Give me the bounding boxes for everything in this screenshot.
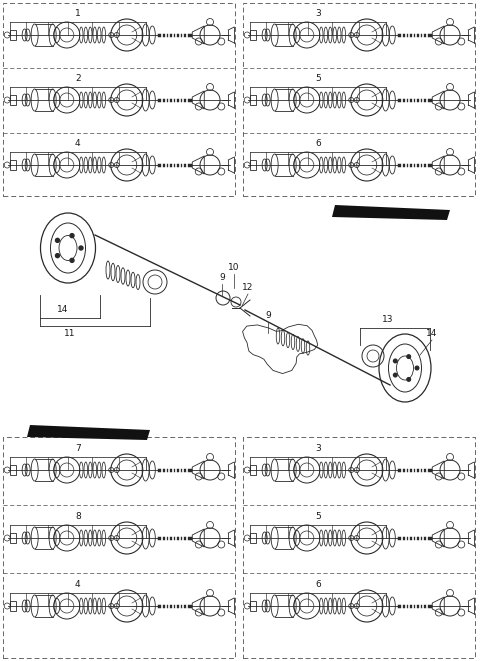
Bar (250, 95, 256, 105)
Bar (10, 533, 16, 543)
Bar (3, 3, 235, 196)
Bar (10, 95, 16, 105)
Circle shape (407, 377, 410, 381)
Circle shape (394, 359, 397, 363)
Circle shape (394, 373, 397, 377)
Text: 7: 7 (75, 444, 81, 453)
Bar (243, 437, 475, 658)
Bar (250, 160, 256, 170)
Circle shape (56, 239, 60, 243)
Circle shape (79, 246, 83, 250)
Text: 9: 9 (219, 274, 225, 282)
Text: 12: 12 (242, 284, 254, 293)
Text: 6: 6 (315, 580, 321, 589)
Text: 1: 1 (75, 9, 81, 18)
Text: 14: 14 (57, 305, 69, 315)
Bar (250, 30, 256, 40)
Text: 13: 13 (382, 315, 394, 325)
Bar (250, 601, 256, 611)
Text: 4: 4 (75, 139, 81, 148)
Circle shape (56, 254, 60, 258)
Circle shape (70, 233, 74, 238)
Bar (250, 465, 256, 475)
Text: 3: 3 (315, 444, 321, 453)
Text: 10: 10 (228, 264, 240, 272)
Bar (10, 601, 16, 611)
Bar (3, 437, 235, 658)
Text: 5: 5 (315, 512, 321, 521)
Circle shape (70, 258, 74, 262)
Text: 14: 14 (426, 329, 438, 338)
Text: 9: 9 (265, 311, 271, 321)
Text: 3: 3 (315, 9, 321, 18)
Text: 2: 2 (75, 74, 81, 83)
Circle shape (415, 366, 419, 369)
Bar (10, 30, 16, 40)
Text: 6: 6 (315, 139, 321, 148)
Text: 4: 4 (75, 580, 81, 589)
Polygon shape (332, 205, 450, 220)
Text: 5: 5 (315, 74, 321, 83)
Text: 11: 11 (64, 329, 76, 338)
Bar (10, 465, 16, 475)
Polygon shape (27, 425, 150, 440)
Bar (10, 160, 16, 170)
Bar (243, 3, 475, 196)
Bar (250, 533, 256, 543)
Circle shape (407, 355, 410, 358)
Text: 8: 8 (75, 512, 81, 521)
